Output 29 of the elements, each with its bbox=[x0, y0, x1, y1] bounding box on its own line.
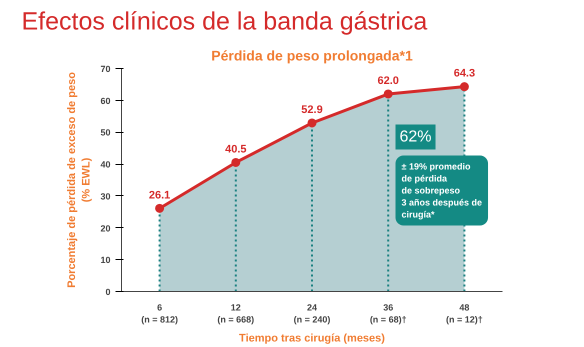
y-tick-label: 60 bbox=[100, 96, 111, 106]
annotation: ± 19% promedio de pérdida de sobrepeso 3 años después de cirugía* bbox=[402, 162, 482, 220]
x-tick-label: 24 (n = 240) bbox=[294, 302, 330, 324]
text: 62.0 bbox=[377, 74, 399, 87]
y-axis-title: Porcentaje de pérdida de exceso de peso (% EWL) bbox=[66, 72, 92, 288]
text: 40.5 bbox=[225, 143, 247, 156]
point bbox=[384, 89, 393, 98]
text: 64.3 bbox=[454, 68, 476, 80]
y-tick-label: 20 bbox=[100, 223, 111, 234]
chart-title: Efectos clínicos de la banda gástrica bbox=[22, 8, 428, 36]
point bbox=[155, 204, 164, 213]
y-tick-label: 0 bbox=[105, 287, 111, 297]
annotation: 62% bbox=[400, 128, 432, 146]
text: 26.1 bbox=[148, 189, 170, 202]
point bbox=[308, 118, 316, 128]
text: 52.9 bbox=[301, 104, 323, 116]
x-tick-label: 12 (n = 668) bbox=[217, 302, 254, 324]
x-tick-label: 48 (n = 12)† bbox=[446, 302, 483, 324]
point bbox=[460, 82, 469, 92]
y-tick-label: 30 bbox=[100, 191, 111, 202]
y-tick-label: 50 bbox=[100, 128, 111, 138]
x-axis-title: Tiempo tras cirugía (meses) bbox=[239, 332, 386, 344]
y-tick-label: 70 bbox=[100, 64, 111, 74]
x-tick-label: 36 (n = 68)† bbox=[370, 302, 407, 324]
y-tick-label: 40 bbox=[100, 160, 111, 170]
y-tick-label: 10 bbox=[100, 255, 111, 266]
chart-subtitle: Pérdida de peso prolongada*1 bbox=[211, 48, 413, 64]
point bbox=[231, 158, 240, 167]
x-tick-label: 6 (n = 812) bbox=[141, 302, 178, 324]
